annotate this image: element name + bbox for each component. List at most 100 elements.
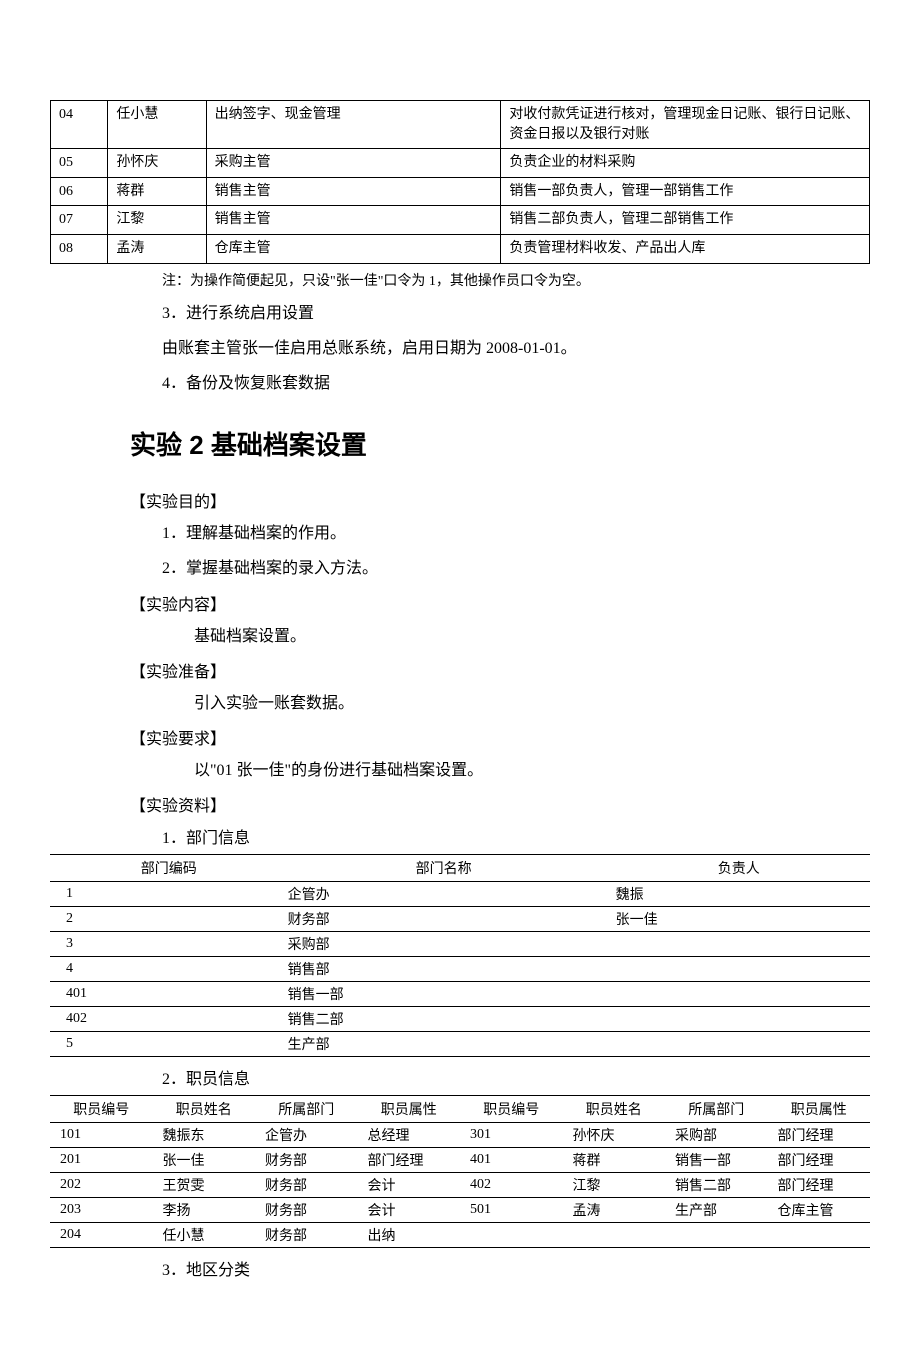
table-cell: 销售二部 xyxy=(665,1173,768,1198)
step4-title: 4．备份及恢复账套数据 xyxy=(162,370,870,397)
operators-table: 04任小慧出纳签字、现金管理对收付款凭证进行核对，管理现金日记账、银行日记账、资… xyxy=(50,100,870,264)
table-cell: 采购部 xyxy=(665,1123,768,1148)
table-header: 部门编码 xyxy=(50,855,280,882)
table-header: 所属部门 xyxy=(255,1096,358,1123)
table-cell: 销售二部负责人，管理二部销售工作 xyxy=(501,206,870,235)
purpose-label: 【实验目的】 xyxy=(130,488,870,512)
table-cell: 魏振 xyxy=(608,882,870,907)
table-cell: 销售一部 xyxy=(280,982,608,1007)
table-row: 2财务部张一佳 xyxy=(50,907,870,932)
table-row: 401销售一部 xyxy=(50,982,870,1007)
table-cell: 销售一部 xyxy=(665,1148,768,1173)
table-header: 所属部门 xyxy=(665,1096,768,1123)
table-cell: 财务部 xyxy=(255,1173,358,1198)
table-cell: 张一佳 xyxy=(153,1148,256,1173)
table-cell: 05 xyxy=(51,149,108,178)
table-cell: 402 xyxy=(50,1007,280,1032)
table-cell: 生产部 xyxy=(665,1198,768,1223)
table-row: 05孙怀庆采购主管负责企业的材料采购 xyxy=(51,149,870,178)
table-cell: 孙怀庆 xyxy=(563,1123,666,1148)
content-label: 【实验内容】 xyxy=(130,591,870,615)
table-cell: 204 xyxy=(50,1223,153,1248)
table-cell: 财务部 xyxy=(255,1198,358,1223)
table-cell: 402 xyxy=(460,1173,563,1198)
table-cell: 203 xyxy=(50,1198,153,1223)
table-cell: 08 xyxy=(51,234,108,263)
table-cell: 部门经理 xyxy=(768,1173,871,1198)
table-header: 职员属性 xyxy=(358,1096,461,1123)
table-row: 101魏振东企管办总经理301孙怀庆采购部部门经理 xyxy=(50,1123,870,1148)
prep-body: 引入实验一账套数据。 xyxy=(162,690,870,717)
step3-title: 3．进行系统启用设置 xyxy=(162,300,870,327)
table-cell: 江黎 xyxy=(563,1173,666,1198)
table-cell: 部门经理 xyxy=(768,1123,871,1148)
table-cell: 4 xyxy=(50,957,280,982)
table-cell: 生产部 xyxy=(280,1032,608,1057)
table-cell: 对收付款凭证进行核对，管理现金日记账、银行日记账、资金日报以及银行对账 xyxy=(501,101,870,149)
dept-heading: 1．部门信息 xyxy=(162,824,870,848)
table-cell xyxy=(608,982,870,1007)
table-cell: 负责管理材料收发、产品出人库 xyxy=(501,234,870,263)
table-row: 07江黎销售主管销售二部负责人，管理二部销售工作 xyxy=(51,206,870,235)
table-cell xyxy=(460,1223,563,1248)
table-cell: 2 xyxy=(50,907,280,932)
purpose-item: 1．理解基础档案的作用。 xyxy=(162,520,870,547)
table-row: 08孟涛仓库主管负责管理材料收发、产品出人库 xyxy=(51,234,870,263)
table-cell: 财务部 xyxy=(255,1148,358,1173)
table-cell: 出纳 xyxy=(358,1223,461,1248)
table-cell xyxy=(768,1223,871,1248)
purpose-item: 2．掌握基础档案的录入方法。 xyxy=(162,555,870,582)
employee-table: 职员编号职员姓名所属部门职员属性职员编号职员姓名所属部门职员属性 101魏振东企… xyxy=(50,1095,870,1248)
table-cell: 201 xyxy=(50,1148,153,1173)
table-cell xyxy=(665,1223,768,1248)
table-cell: 蒋群 xyxy=(563,1148,666,1173)
table-cell: 501 xyxy=(460,1198,563,1223)
table-cell: 张一佳 xyxy=(608,907,870,932)
department-table: 部门编码部门名称负责人 1企管办魏振2财务部张一佳3采购部4销售部401销售一部… xyxy=(50,854,870,1057)
table-header: 职员编号 xyxy=(460,1096,563,1123)
table-cell: 总经理 xyxy=(358,1123,461,1148)
table-cell: 401 xyxy=(460,1148,563,1173)
table-row: 202王贺雯财务部会计402江黎销售二部部门经理 xyxy=(50,1173,870,1198)
table-cell: 部门经理 xyxy=(768,1148,871,1173)
table-cell: 蒋群 xyxy=(108,177,206,206)
table-cell: 仓库主管 xyxy=(768,1198,871,1223)
table-cell: 销售主管 xyxy=(206,177,501,206)
table-header: 职员姓名 xyxy=(563,1096,666,1123)
table-cell xyxy=(608,957,870,982)
table-cell: 销售二部 xyxy=(280,1007,608,1032)
table-row: 203李扬财务部会计501孟涛生产部仓库主管 xyxy=(50,1198,870,1223)
table-cell: 财务部 xyxy=(255,1223,358,1248)
material-label: 【实验资料】 xyxy=(130,792,870,816)
prep-label: 【实验准备】 xyxy=(130,658,870,682)
table-cell: 采购主管 xyxy=(206,149,501,178)
table-row: 04任小慧出纳签字、现金管理对收付款凭证进行核对，管理现金日记账、银行日记账、资… xyxy=(51,101,870,149)
table-cell: 会计 xyxy=(358,1198,461,1223)
table-cell: 销售部 xyxy=(280,957,608,982)
table-header: 职员姓名 xyxy=(153,1096,256,1123)
table-cell: 采购部 xyxy=(280,932,608,957)
table-cell: 202 xyxy=(50,1173,153,1198)
emp-heading: 2．职员信息 xyxy=(162,1065,870,1089)
table-cell: 财务部 xyxy=(280,907,608,932)
table-row: 201张一佳财务部部门经理401蒋群销售一部部门经理 xyxy=(50,1148,870,1173)
table-cell: 07 xyxy=(51,206,108,235)
table-cell xyxy=(608,1007,870,1032)
req-label: 【实验要求】 xyxy=(130,725,870,749)
table-header: 职员属性 xyxy=(768,1096,871,1123)
table-cell: 仓库主管 xyxy=(206,234,501,263)
table-cell: 5 xyxy=(50,1032,280,1057)
table-cell: 销售一部负责人，管理一部销售工作 xyxy=(501,177,870,206)
table-cell: 部门经理 xyxy=(358,1148,461,1173)
table-row: 06蒋群销售主管销售一部负责人，管理一部销售工作 xyxy=(51,177,870,206)
table-cell: 301 xyxy=(460,1123,563,1148)
table-cell: 孟涛 xyxy=(563,1198,666,1223)
table-cell: 企管办 xyxy=(255,1123,358,1148)
table-header: 负责人 xyxy=(608,855,870,882)
table-cell: 企管办 xyxy=(280,882,608,907)
table-cell xyxy=(608,932,870,957)
req-body: 以"01 张一佳"的身份进行基础档案设置。 xyxy=(162,757,870,784)
table-cell: 销售主管 xyxy=(206,206,501,235)
table-cell: 任小慧 xyxy=(153,1223,256,1248)
table-cell: 孟涛 xyxy=(108,234,206,263)
